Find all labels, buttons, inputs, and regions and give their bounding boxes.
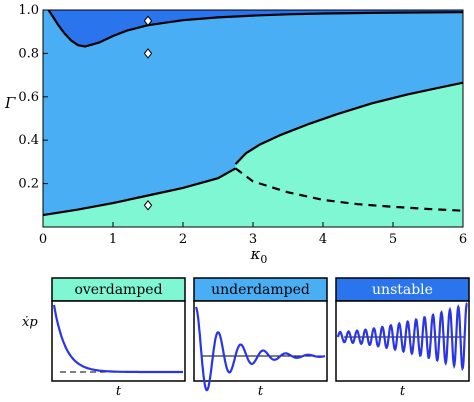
time-trace-underdamped: [194, 306, 326, 392]
panel-unstable: unstable t: [335, 277, 470, 399]
unstable-region: [48, 10, 463, 47]
panel-plot-area: [51, 300, 186, 382]
x-tick-label: 2: [179, 232, 187, 247]
y-tick-label: 1.0: [18, 3, 39, 18]
panel-overdamped: overdamped t ẋp: [22, 277, 186, 399]
diamond-marker-0: [143, 15, 153, 27]
unstable-boundary-curve: [47, 9, 464, 48]
panel-x-label: t: [116, 384, 122, 399]
panel-title: unstable: [372, 282, 433, 298]
panel-x-label: t: [258, 384, 264, 399]
lower-boundary-curve: [42, 167, 237, 217]
time-series-panels: overdamped t ẋp underdamped t unstable t: [22, 277, 470, 399]
x-axis-ticks: 0 1 2 3 4 5 6: [39, 222, 467, 247]
y-tick-label: 0.4: [18, 133, 39, 148]
panel-underdamped: underdamped t: [193, 277, 328, 399]
x-tick-label: 4: [319, 232, 327, 247]
x-axis-label-main: κ: [250, 245, 261, 263]
markers: [143, 15, 153, 211]
y-axis-ticks: 0.2 0.4 0.6 0.8 1.0: [18, 3, 48, 192]
panel-y-label: ẋp: [22, 315, 38, 330]
y-tick-label: 0.6: [18, 90, 39, 105]
x-axis-label-sub: 0: [260, 253, 267, 266]
y-axis-label: Γ: [4, 94, 16, 112]
panel-x-label: t: [400, 384, 406, 399]
panel-title: underdamped: [211, 282, 310, 298]
y-tick-label: 0.2: [18, 177, 39, 192]
time-trace-unstable: [336, 301, 468, 372]
underdamped-region: [43, 10, 463, 216]
time-trace-overdamped: [52, 304, 183, 374]
x-axis-label: κ0: [250, 245, 268, 266]
upper-boundary-curve: [234, 81, 464, 165]
y-tick-label: 0.8: [18, 46, 39, 61]
diamond-marker-2: [143, 199, 153, 211]
x-tick-label: 5: [389, 232, 397, 247]
panel-plot-area: [193, 300, 328, 382]
x-tick-label: 3: [249, 232, 257, 247]
x-tick-label: 1: [109, 232, 117, 247]
panel-title: overdamped: [74, 282, 162, 298]
x-tick-label: 6: [459, 232, 467, 247]
diamond-marker-1: [143, 48, 153, 59]
x-tick-label: 0: [39, 232, 47, 247]
